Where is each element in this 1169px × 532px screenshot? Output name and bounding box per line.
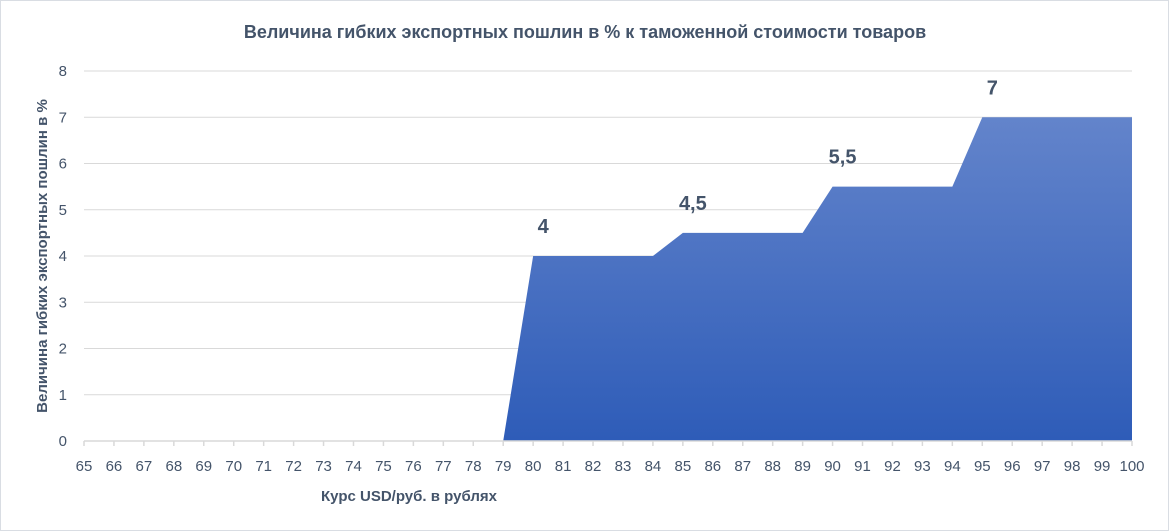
x-tick-label: 68 [165,458,182,475]
x-tick-label: 70 [225,458,242,475]
x-tick-label: 78 [465,458,482,475]
x-tick-label: 88 [764,458,781,475]
data-label: 5,5 [829,147,857,169]
x-tick-label: 77 [435,458,452,475]
x-tick-label: 97 [1034,458,1051,475]
y-tick-label: 2 [59,341,67,358]
x-tick-label: 94 [944,458,961,475]
area-series [84,117,1132,441]
x-tick-label: 75 [375,458,392,475]
x-tick-label: 84 [645,458,662,475]
y-axis-label: Величина гибких экспортных пошлин в % [34,99,51,413]
x-axis-label: Курс USD/руб. в рублях [321,488,498,505]
x-tick-label: 67 [136,458,153,475]
x-tick-label: 99 [1094,458,1111,475]
x-tick-label: 100 [1119,458,1144,475]
x-tick-label: 89 [794,458,811,475]
x-tick-label: 83 [615,458,632,475]
y-tick-label: 6 [59,156,67,173]
x-tick-label: 80 [525,458,542,475]
data-label: 7 [987,77,998,99]
x-tick-label: 87 [734,458,751,475]
x-tick-label: 92 [884,458,901,475]
x-tick-label: 95 [974,458,991,475]
x-tick-label: 76 [405,458,422,475]
x-tick-label: 74 [345,458,362,475]
x-tick-label: 73 [315,458,332,475]
data-label: 4,5 [679,193,707,215]
x-tick-label: 86 [704,458,721,475]
chart-title: Величина гибких экспортных пошлин в % к … [244,22,926,42]
y-tick-label: 0 [59,433,67,450]
y-tick-label: 4 [59,248,67,265]
x-tick-label: 85 [675,458,692,475]
y-tick-label: 8 [59,63,67,80]
x-tick-label: 96 [1004,458,1021,475]
y-tick-label: 5 [59,202,67,219]
data-label: 4 [538,216,550,238]
x-tick-label: 82 [585,458,602,475]
x-tick-label: 65 [76,458,93,475]
x-tick-label: 69 [195,458,212,475]
x-tick-label: 66 [106,458,123,475]
x-tick-label: 71 [255,458,272,475]
x-tick-label: 81 [555,458,572,475]
x-tick-label: 79 [495,458,512,475]
x-tick-label: 91 [854,458,871,475]
y-tick-label: 1 [59,387,67,404]
y-tick-label: 7 [59,109,67,126]
x-tick-label: 93 [914,458,931,475]
x-tick-label: 98 [1064,458,1081,475]
x-tick-label: 90 [824,458,841,475]
y-tick-label: 3 [59,294,67,311]
x-tick-label: 72 [285,458,302,475]
